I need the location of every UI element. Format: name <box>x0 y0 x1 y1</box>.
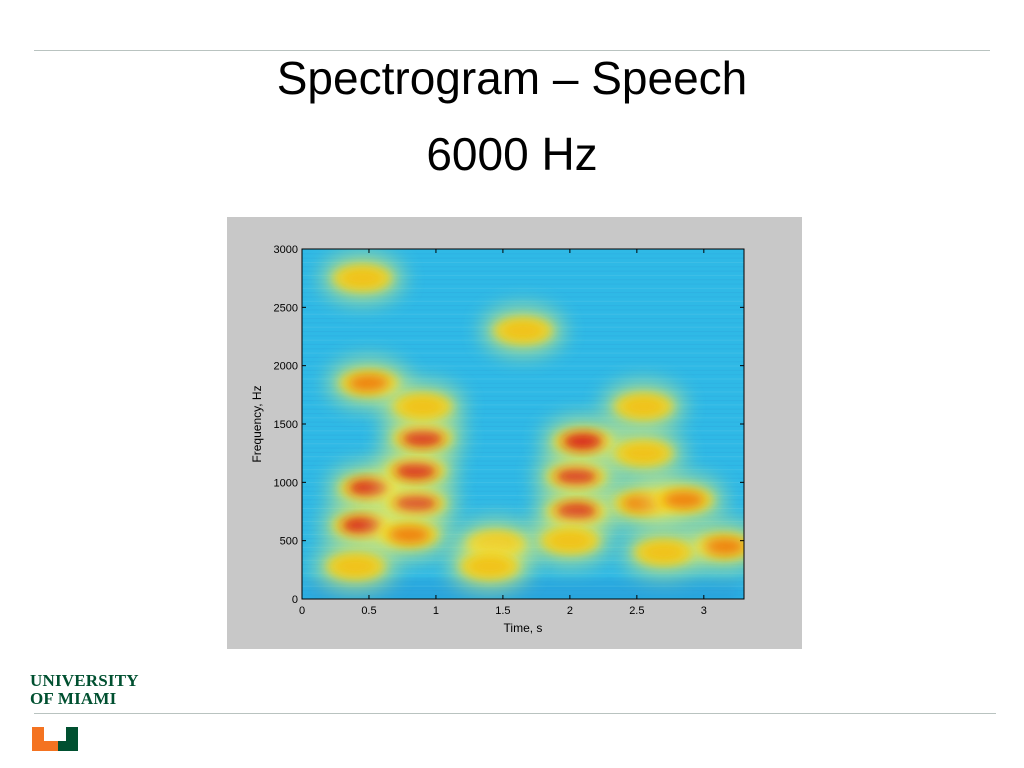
noise-line <box>302 512 744 514</box>
energy-blob <box>313 540 398 593</box>
noise-line <box>302 482 744 484</box>
noise-line <box>302 495 744 497</box>
y-tick-label: 3000 <box>274 244 298 256</box>
noise-line <box>302 387 744 389</box>
noise-line <box>302 473 744 475</box>
noise-line <box>302 425 744 427</box>
energy-blob <box>601 427 686 480</box>
noise-line <box>302 417 744 419</box>
y-tick-label: 0 <box>292 594 298 606</box>
noise-line <box>302 287 744 289</box>
spectrogram-energy-layer <box>302 252 744 599</box>
noise-line <box>302 378 744 380</box>
noise-line <box>302 382 744 384</box>
logo-university-text: UNIVERSITY <box>30 671 139 690</box>
noise-line <box>302 516 744 518</box>
y-tick-label: 500 <box>280 536 298 548</box>
noise-line <box>302 292 744 294</box>
x-tick-label: 2.5 <box>629 605 644 617</box>
noise-line <box>302 356 744 358</box>
noise-line <box>302 438 744 440</box>
noise-line <box>302 374 744 376</box>
low-frequency-band <box>302 585 744 599</box>
spectrogram-figure: 0 0.5 1 1.5 2 2.5 3 0 500 1000 1500 2000 2500 3000 Tim… <box>227 217 802 649</box>
slide-subtitle: 6000 Hz <box>426 128 598 180</box>
spectrogram-chart: 0 0.5 1 1.5 2 2.5 3 0 500 1000 1500 2000 2500 3000 Tim… <box>250 244 745 635</box>
noise-line <box>302 490 744 492</box>
noise-line <box>302 253 744 255</box>
noise-line <box>302 456 744 458</box>
energy-blob <box>481 304 565 357</box>
x-tick-label: 3 <box>701 605 707 617</box>
x-tick-label: 2 <box>567 605 573 617</box>
x-tick-label: 1 <box>433 605 439 617</box>
energy-blob <box>320 252 405 305</box>
university-u-logo-icon <box>32 727 78 751</box>
noise-line <box>302 369 744 371</box>
noise-line <box>302 266 744 268</box>
noise-line <box>302 434 744 436</box>
noise-line <box>302 300 744 302</box>
noise-line <box>302 499 744 501</box>
noise-line <box>302 395 744 397</box>
noise-line <box>302 296 744 298</box>
slide-title: Spectrogram – Speech <box>276 52 748 104</box>
noise-line <box>302 585 744 587</box>
noise-line <box>302 594 744 596</box>
noise-line <box>302 443 744 445</box>
noise-line <box>302 421 744 423</box>
noise-line <box>302 404 744 406</box>
noise-line <box>302 391 744 393</box>
noise-line <box>302 408 744 410</box>
energy-blob <box>621 526 706 579</box>
x-tick-label: 1.5 <box>495 605 510 617</box>
noise-line <box>302 477 744 479</box>
energy-blob <box>641 473 726 526</box>
noise-line <box>302 400 744 402</box>
x-tick-label: 0 <box>299 605 305 617</box>
energy-blob <box>527 514 612 567</box>
y-tick-label: 1000 <box>274 477 298 489</box>
x-axis-label: Time, s <box>504 621 543 635</box>
noise-line <box>302 283 744 285</box>
y-axis-label: Frequency, Hz <box>250 385 264 462</box>
noise-line <box>302 508 744 509</box>
y-tick-label: 2000 <box>274 361 298 373</box>
y-tick-label: 1500 <box>274 419 298 431</box>
noise-line <box>302 469 744 471</box>
energy-blob <box>380 380 465 433</box>
noise-line <box>302 279 744 281</box>
energy-blob <box>447 540 532 593</box>
noise-line <box>302 503 744 505</box>
noise-line <box>302 413 744 415</box>
logo-of-miami-text: OF MIAMI <box>30 689 117 708</box>
top-divider <box>34 50 990 51</box>
noise-line <box>302 486 744 488</box>
energy-blob <box>367 508 452 561</box>
noise-line <box>302 460 744 462</box>
noise-line <box>302 520 744 522</box>
noise-line <box>302 451 744 453</box>
noise-line <box>302 257 744 259</box>
noise-line <box>302 274 744 276</box>
noise-line <box>302 270 744 272</box>
noise-line <box>302 464 744 466</box>
noise-line <box>302 361 744 363</box>
noise-line <box>302 261 744 263</box>
noise-line <box>302 430 744 432</box>
y-tick-label: 2500 <box>274 302 298 314</box>
x-tick-label: 0.5 <box>361 605 376 617</box>
bottom-divider <box>34 713 996 714</box>
noise-line <box>302 590 744 592</box>
energy-blob <box>601 380 686 433</box>
noise-line <box>302 447 744 449</box>
noise-line <box>302 365 744 367</box>
